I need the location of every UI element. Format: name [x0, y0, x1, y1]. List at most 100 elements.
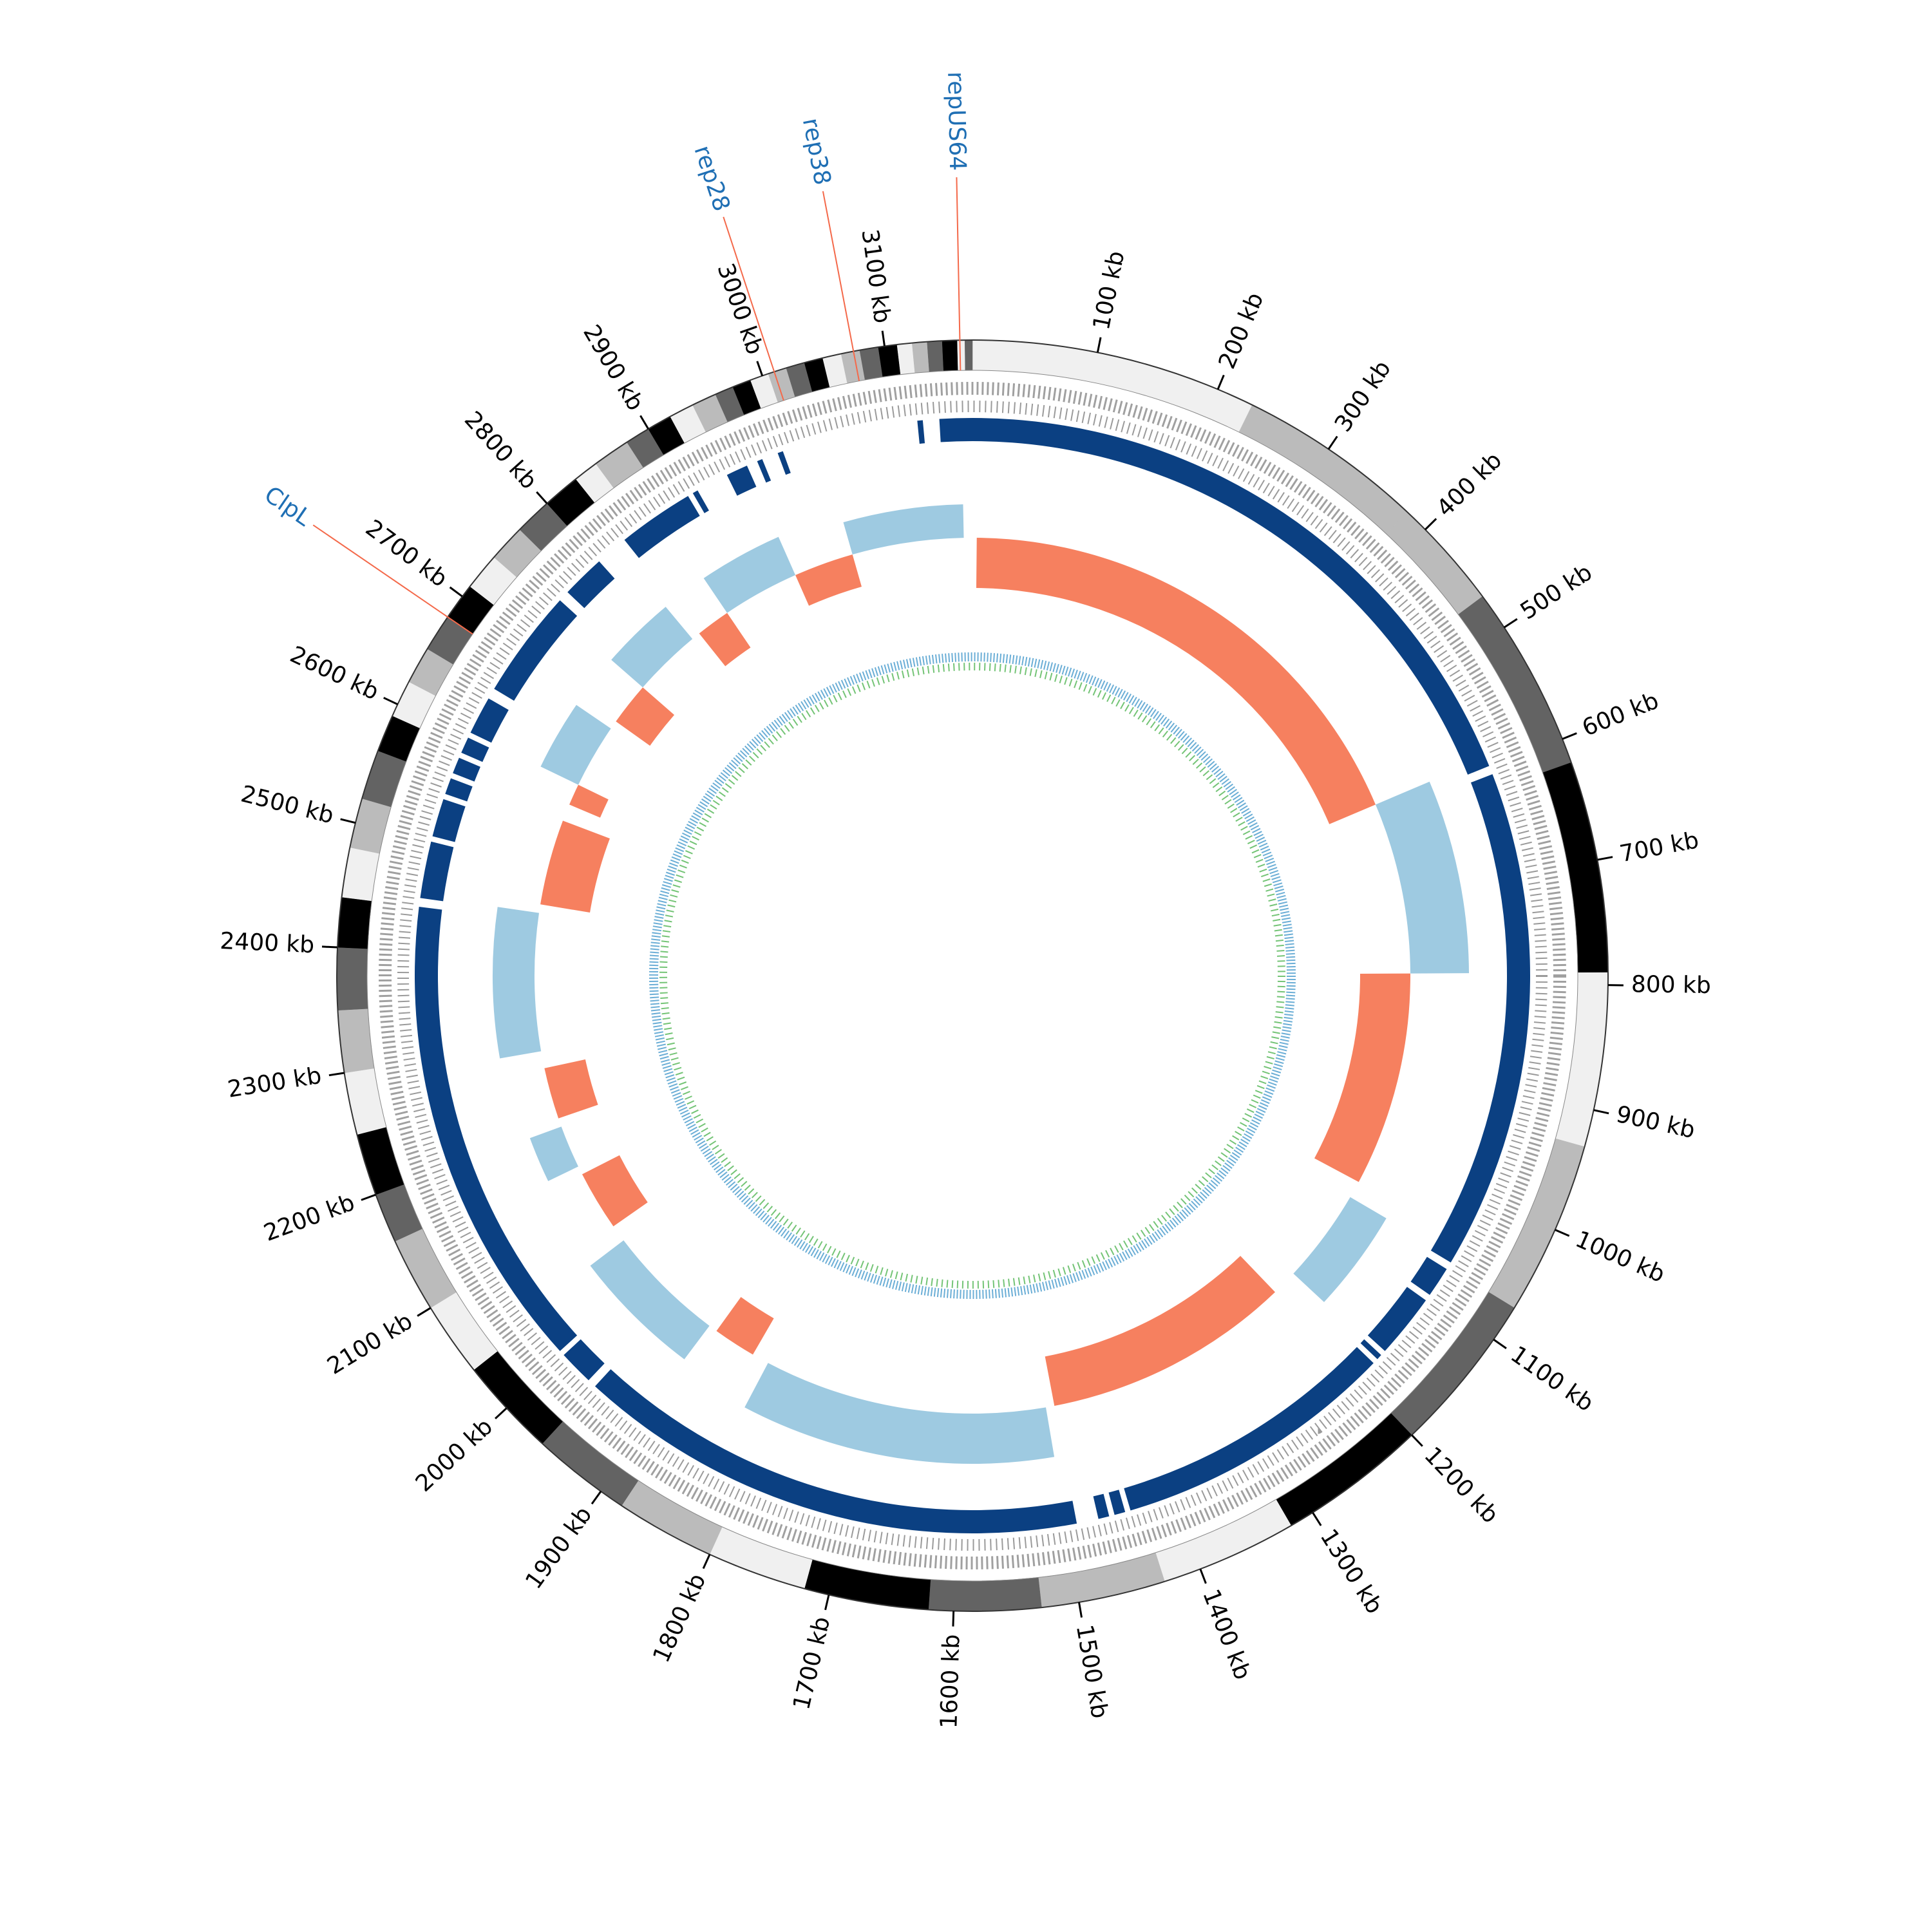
alignment-block — [757, 459, 772, 483]
tick-mark — [383, 697, 399, 706]
tick-mark — [824, 1595, 830, 1611]
tick-mark — [1217, 374, 1225, 390]
alignment-block — [420, 841, 454, 902]
tick-label: 1600 kb — [936, 1634, 965, 1729]
tick-mark — [1593, 1109, 1609, 1115]
tick-mark — [1493, 1338, 1507, 1349]
gc-skew-block — [616, 687, 675, 746]
gc-skew-block — [569, 784, 609, 818]
gc-skew-block — [540, 820, 610, 913]
tick-mark — [1562, 732, 1577, 740]
tick-mark — [881, 330, 886, 346]
alignment-block — [939, 418, 972, 442]
alignment-block — [692, 490, 709, 513]
annotation-line — [723, 216, 784, 401]
alignment-block — [624, 496, 700, 558]
alignment-block — [726, 465, 757, 496]
gc-skew-block — [540, 705, 611, 785]
gc-skew-block — [590, 1240, 710, 1359]
alignment-block — [470, 698, 509, 743]
tick-mark — [495, 1407, 507, 1419]
alignment-block — [1410, 1256, 1447, 1295]
gc-skew-block — [611, 607, 693, 688]
gc-skew-block — [1314, 973, 1410, 1182]
tick-mark — [1096, 337, 1102, 353]
tick-mark — [591, 1490, 602, 1505]
gc-skew-block — [795, 554, 862, 606]
alignment-block — [594, 1369, 1077, 1534]
ideogram-band — [957, 339, 966, 371]
gc-content-ring — [649, 652, 1296, 1299]
tick-mark — [361, 1193, 376, 1201]
gc-skew-block — [493, 907, 542, 1059]
tick-mark — [1503, 618, 1518, 629]
ideogram-band — [965, 339, 973, 371]
alignment-block — [1430, 774, 1530, 1263]
ideogram-band — [336, 947, 368, 1011]
annotation-line — [822, 191, 860, 381]
gc-skew-block — [1045, 1256, 1275, 1406]
alignment-block — [1360, 1339, 1381, 1359]
gc-skew-block — [1375, 781, 1469, 974]
gc-skew-block — [716, 1296, 774, 1355]
tick-label: 2400 kb — [220, 928, 315, 959]
tick-mark — [449, 586, 463, 598]
alignment-block — [1367, 1287, 1426, 1351]
tick-mark — [1312, 1511, 1322, 1526]
tick-mark — [1597, 856, 1613, 861]
tick-mark — [1199, 1568, 1207, 1584]
tick-mark — [328, 1072, 345, 1077]
alignment-block — [1093, 1493, 1110, 1519]
tick-mark — [536, 491, 548, 504]
tick-mark — [1078, 1602, 1083, 1618]
gene-track-outer — [379, 382, 1566, 1569]
tick-mark — [417, 1307, 431, 1317]
tick-mark — [639, 415, 649, 430]
annotation-line — [956, 177, 961, 371]
tick-mark — [1327, 435, 1338, 450]
annotation-line — [312, 524, 473, 635]
ideogram-band — [942, 340, 958, 372]
alignment-block — [917, 420, 925, 444]
tick-mark — [1425, 518, 1437, 531]
alignment-block — [494, 600, 578, 701]
tick-mark — [952, 1611, 955, 1627]
ideogram-inner-outline — [366, 370, 1578, 1582]
gc-skew-block — [529, 1126, 578, 1182]
tick-mark — [702, 1554, 711, 1569]
gc-skew-block — [1293, 1197, 1387, 1302]
alignment-block — [777, 451, 791, 475]
gc-content-inner — [659, 663, 1285, 1289]
annotation-label: repUS64 — [942, 71, 971, 171]
alignment-block — [432, 799, 466, 842]
alignment-block — [972, 418, 1490, 775]
tick-mark — [1411, 1434, 1423, 1447]
gc-skew-block — [744, 1363, 1055, 1464]
ideogram-band — [927, 340, 944, 372]
tick-mark — [340, 818, 356, 824]
alignment-block — [1108, 1490, 1126, 1515]
alignment-block — [461, 737, 489, 762]
ideogram-band — [911, 341, 930, 374]
alignment-block — [567, 561, 615, 609]
gc-skew-block — [582, 1155, 648, 1227]
tick-mark — [756, 361, 764, 376]
alignment-block — [564, 1339, 605, 1381]
gene-track-inner — [397, 401, 1548, 1551]
alignment-block — [453, 757, 480, 782]
gc-skew-block — [843, 504, 964, 555]
alignment-block — [1124, 1347, 1374, 1511]
gc-skew-block — [976, 538, 1376, 824]
alignment-block — [445, 778, 473, 802]
ideogram-band — [928, 1577, 1042, 1612]
tick-label: 800 kb — [1631, 971, 1711, 999]
ideogram-outline — [336, 339, 1609, 1612]
ideogram-band — [337, 896, 372, 949]
gc-skew-block — [699, 612, 751, 667]
tick-mark — [1555, 1229, 1570, 1237]
gc-skew-block — [703, 536, 796, 613]
alignment-block — [415, 906, 578, 1351]
gc-skew-block — [544, 1059, 598, 1119]
